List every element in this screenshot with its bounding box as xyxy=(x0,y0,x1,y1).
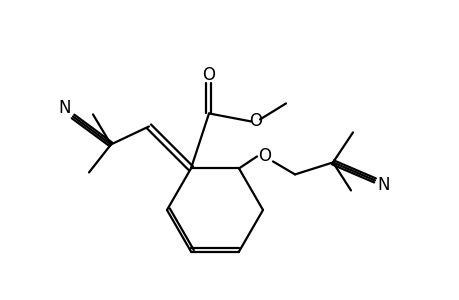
Text: O: O xyxy=(249,112,262,130)
Text: N: N xyxy=(59,99,71,117)
Text: O: O xyxy=(202,66,215,84)
Text: N: N xyxy=(377,176,389,194)
Text: O: O xyxy=(258,147,271,165)
